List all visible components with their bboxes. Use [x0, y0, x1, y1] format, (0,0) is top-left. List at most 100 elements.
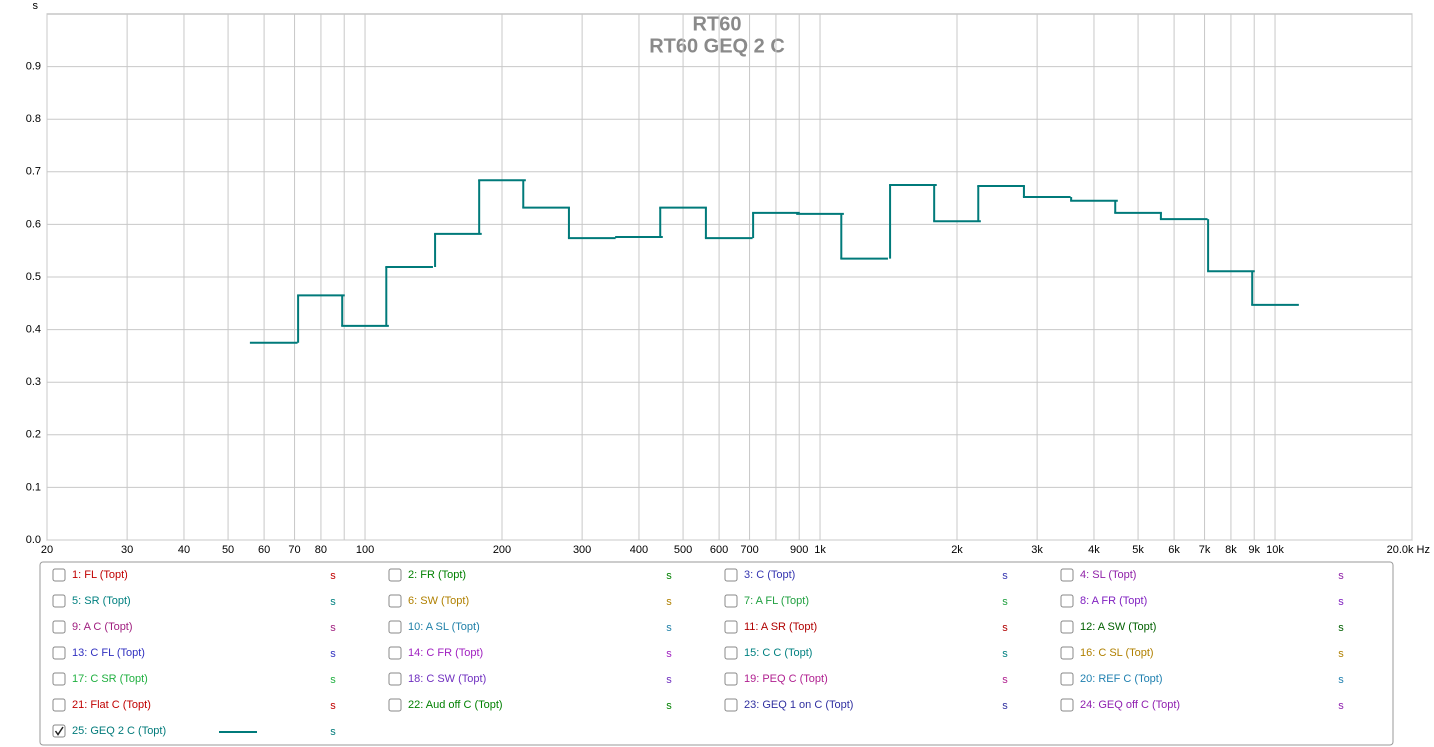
legend-label[interactable]: 15: C C (Topt)	[744, 647, 812, 659]
checkbox[interactable]	[388, 568, 402, 582]
y-tick-label: 0.7	[26, 166, 41, 178]
x-tick-label: 8k	[1225, 544, 1237, 556]
legend-label[interactable]: 6: SW (Topt)	[408, 595, 469, 607]
legend-label[interactable]: 20: REF C (Topt)	[1080, 673, 1163, 685]
checkbox[interactable]	[388, 594, 402, 608]
legend-label[interactable]: 25: GEQ 2 C (Topt)	[72, 725, 166, 737]
chart-title: RT60	[693, 13, 742, 35]
x-tick-label: 900	[790, 544, 808, 556]
legend-unit: s	[1338, 648, 1344, 660]
checkbox[interactable]	[1060, 646, 1074, 660]
legend-unit: s	[1002, 674, 1008, 686]
legend-unit: s	[666, 596, 672, 608]
legend-unit: s	[1002, 622, 1008, 634]
legend-label[interactable]: 3: C (Topt)	[744, 569, 795, 581]
x-tick-label: 30	[121, 544, 133, 556]
legend-label[interactable]: 14: C FR (Topt)	[408, 647, 483, 659]
checkbox[interactable]	[724, 620, 738, 634]
x-tick-label: 20.0k Hz	[1387, 544, 1430, 556]
legend-label[interactable]: 19: PEQ C (Topt)	[744, 673, 828, 685]
legend-unit: s	[1338, 700, 1344, 712]
x-tick-label: 600	[710, 544, 728, 556]
x-tick-label: 700	[740, 544, 758, 556]
legend-label[interactable]: 17: C SR (Topt)	[72, 673, 148, 685]
legend-label[interactable]: 24: GEQ off C (Topt)	[1080, 699, 1180, 711]
chart-subtitle: RT60 GEQ 2 C	[649, 35, 785, 57]
checkbox[interactable]	[724, 698, 738, 712]
legend-unit: s	[1338, 674, 1344, 686]
x-tick-label: 400	[630, 544, 648, 556]
y-tick-label: 0.9	[26, 61, 41, 73]
legend-unit: s	[330, 674, 336, 686]
legend-label[interactable]: 10: A SL (Topt)	[408, 621, 480, 633]
checkbox[interactable]	[52, 646, 66, 660]
x-tick-label: 2k	[951, 544, 963, 556]
legend-unit: s	[666, 570, 672, 582]
x-tick-label: 100	[356, 544, 374, 556]
legend-unit: s	[666, 700, 672, 712]
x-tick-label: 4k	[1088, 544, 1100, 556]
y-tick-label: 0.3	[26, 376, 41, 388]
legend-label[interactable]: 2: FR (Topt)	[408, 569, 466, 581]
checkbox[interactable]	[388, 646, 402, 660]
x-tick-label: 9k	[1248, 544, 1260, 556]
checkbox[interactable]	[1060, 698, 1074, 712]
checkbox[interactable]	[52, 594, 66, 608]
checkbox[interactable]	[52, 698, 66, 712]
checkbox[interactable]	[52, 672, 66, 686]
legend-unit: s	[330, 726, 336, 738]
legend-label[interactable]: 16: C SL (Topt)	[1080, 647, 1154, 659]
legend-label[interactable]: 18: C SW (Topt)	[408, 673, 486, 685]
legend-unit: s	[1002, 648, 1008, 660]
checkbox[interactable]	[388, 698, 402, 712]
legend-label[interactable]: 11: A SR (Topt)	[744, 621, 817, 633]
legend-label[interactable]: 7: A FL (Topt)	[744, 595, 809, 607]
checkbox[interactable]	[388, 672, 402, 686]
legend-label[interactable]: 1: FL (Topt)	[72, 569, 128, 581]
y-tick-label: 0.4	[26, 324, 41, 336]
legend-label[interactable]: 22: Aud off C (Topt)	[408, 699, 503, 711]
legend-label[interactable]: 12: A SW (Topt)	[1080, 621, 1156, 633]
x-tick-label: 20	[41, 544, 53, 556]
legend-unit: s	[330, 648, 336, 660]
checkbox[interactable]	[1060, 568, 1074, 582]
checkbox[interactable]	[724, 646, 738, 660]
legend-unit: s	[1002, 700, 1008, 712]
x-tick-label: 300	[573, 544, 591, 556]
checkbox[interactable]	[388, 620, 402, 634]
x-tick-label: 10k	[1266, 544, 1284, 556]
checkbox[interactable]	[1060, 672, 1074, 686]
legend-label[interactable]: 13: C FL (Topt)	[72, 647, 145, 659]
legend-label[interactable]: 21: Flat C (Topt)	[72, 699, 151, 711]
legend-unit: s	[666, 648, 672, 660]
checkbox[interactable]	[52, 568, 66, 582]
legend-unit: s	[330, 570, 336, 582]
checkbox[interactable]	[1060, 594, 1074, 608]
checkbox[interactable]	[724, 568, 738, 582]
legend-unit: s	[1338, 570, 1344, 582]
legend-label[interactable]: 23: GEQ 1 on C (Topt)	[744, 699, 853, 711]
legend-label[interactable]: 9: A C (Topt)	[72, 621, 133, 633]
legend-label[interactable]: 4: SL (Topt)	[1080, 569, 1136, 581]
legend-unit: s	[666, 674, 672, 686]
x-tick-label: 1k	[814, 544, 826, 556]
legend-unit: s	[330, 700, 336, 712]
x-tick-label: 60	[258, 544, 270, 556]
y-tick-label: 0.0	[26, 534, 41, 546]
legend-label[interactable]: 5: SR (Topt)	[72, 595, 131, 607]
legend-unit: s	[1002, 596, 1008, 608]
legend-unit: s	[1338, 596, 1344, 608]
legend-unit: s	[330, 622, 336, 634]
legend-unit: s	[1338, 622, 1344, 634]
checkbox[interactable]	[52, 620, 66, 634]
checkbox[interactable]	[1060, 620, 1074, 634]
y-tick-label: 0.1	[26, 481, 41, 493]
x-tick-label: 80	[315, 544, 327, 556]
checkbox[interactable]	[724, 594, 738, 608]
x-tick-label: 50	[222, 544, 234, 556]
checkbox[interactable]	[724, 672, 738, 686]
legend-unit: s	[1002, 570, 1008, 582]
legend-label[interactable]: 8: A FR (Topt)	[1080, 595, 1147, 607]
checkbox[interactable]	[52, 724, 66, 738]
y-tick-label: 0.8	[26, 113, 41, 125]
